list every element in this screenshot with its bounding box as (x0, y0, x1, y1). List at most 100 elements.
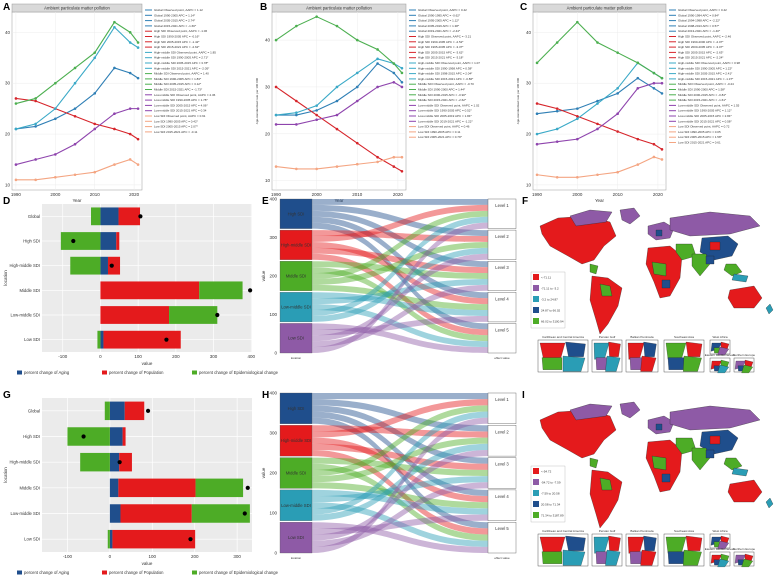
data-point (616, 112, 619, 116)
inset-region (643, 535, 657, 551)
legend-label: Global 2005-2019 APC = 1.38* (418, 24, 460, 28)
inset-title: Northern Europe (733, 547, 756, 551)
source-node (279, 392, 313, 424)
legend-label: Middle SDI 1990-2000 APC = 1.58* (678, 88, 726, 92)
sankey-flow (312, 210, 488, 279)
source-node (279, 198, 313, 229)
total-dot (117, 460, 122, 465)
data-point (355, 99, 359, 103)
sankey-flow (312, 216, 488, 316)
inset-title: Balkan Peninsula (630, 529, 654, 533)
target-label: Level 1 (495, 203, 509, 208)
category-label: High-middle SDI (10, 460, 41, 465)
category-label: Low-middle SDI (10, 511, 40, 516)
inset-title: Persian Gulf (599, 529, 616, 533)
legend-label: High SDI 2005-2015 APC = -2.63* (678, 50, 724, 54)
panel-label: D (3, 196, 10, 207)
data-point (113, 20, 116, 24)
bar-segment (109, 401, 125, 421)
source-label: High-middle SDI (281, 242, 312, 247)
legend-key (533, 318, 539, 324)
source-node (279, 425, 313, 457)
x-axis-title: Year (595, 198, 605, 203)
source-label: Low-middle SDI (281, 503, 311, 508)
data-point (315, 113, 318, 117)
legend-label: 71.34 to 3187.89 (541, 514, 564, 518)
legend-label: High-middle SDI 2005-2015 APC = 3.78* (154, 61, 209, 65)
category-label: Middle SDI (20, 288, 40, 293)
legend-label: Low SDI 1990-2005 APC = 0.05 (678, 130, 721, 134)
total-dot (145, 408, 151, 413)
panel-label: E (262, 196, 269, 207)
data-point (113, 163, 116, 166)
country-region (675, 243, 697, 261)
legend-label: -71.11 to -3.2 (541, 287, 559, 291)
legend-label: High SDI 2000-2005 APC = -3.07* (678, 45, 724, 49)
legend-key (533, 501, 539, 507)
data-point (295, 99, 298, 103)
inset-region (562, 549, 586, 566)
data-point (54, 107, 57, 110)
category-label: High SDI (23, 239, 40, 244)
legend-label: High SDI Observed point, AAPC = -1.06 (154, 29, 207, 33)
country-region (723, 263, 743, 277)
y-tick-label: 30 (5, 81, 11, 86)
x-tick-label: 2020 (129, 192, 140, 197)
data-point (652, 81, 656, 85)
y-axis-title: Age-standardised rate per 100 000 (516, 77, 520, 124)
map-inset: Persian Gulf (591, 529, 623, 567)
sankey-flow (312, 222, 488, 330)
category-label: Global (28, 214, 40, 219)
x-tick-label: 2020 (393, 192, 404, 197)
sankey-flow (312, 304, 488, 348)
country-region (661, 473, 671, 483)
sankey-flow (312, 417, 488, 529)
sankey-flow (312, 292, 488, 316)
data-point (34, 97, 37, 100)
country-region (589, 457, 599, 469)
data-point (136, 46, 140, 49)
data-point (128, 71, 132, 75)
legend-label: Low SDI Observed point, AAPC = 0.72 (678, 125, 730, 129)
map-inset: Persian Gulf (591, 335, 623, 373)
inset-region (565, 341, 586, 357)
source-node (279, 323, 313, 354)
sankey-flow (312, 457, 488, 477)
bar-segment (100, 207, 119, 226)
chart-title: Ambient particulate matter pollution (306, 6, 372, 11)
data-point (392, 71, 396, 75)
bar-segment (100, 256, 108, 275)
data-point (376, 85, 379, 89)
bar-segment (67, 427, 110, 446)
source-label: Low SDI (288, 535, 304, 540)
legend-label: percent change of Aging (24, 570, 70, 575)
bar-segment (109, 478, 119, 498)
data-point (54, 117, 57, 121)
legend-label: -54.72 to -7.59 (541, 481, 561, 485)
data-point (14, 178, 18, 182)
data-point (392, 155, 396, 159)
sankey-flow (312, 411, 488, 497)
category-label: Low SDI (24, 337, 40, 342)
legend-key (102, 570, 107, 575)
y-tick-label: 100 (269, 312, 277, 317)
country-region (731, 273, 749, 283)
total-dot (81, 434, 86, 439)
legend: Global Observed point, AAPC = 0.42Global… (669, 8, 740, 145)
legend-label: High SDI Observed point, AAPC = -2.46 (678, 35, 731, 39)
data-point (93, 56, 97, 60)
map-inset: Southeast Asia (663, 529, 705, 567)
panel-label: B (260, 2, 267, 13)
country-region (669, 211, 761, 237)
country-region (569, 403, 613, 421)
legend-label: Low SDI 2005-2015 APC = 1.58* (678, 135, 723, 139)
legend-label: Low-middle SDI 2015-2021 APC = 0.58* (678, 119, 732, 123)
world-map-F: <-71.11 -71.11 to -3.2 -3.2 to 24.87 24.87 … (530, 207, 774, 374)
legend-label: percent change of Epidemiological change (199, 570, 279, 575)
panel-label: G (3, 390, 11, 401)
x-tick-label: 2010 (90, 192, 101, 197)
source-node (279, 261, 313, 291)
x-tick-label: 2010 (352, 192, 363, 197)
legend-label: Low SDI 2005-2015 APC = 2.07* (154, 125, 199, 129)
bar-segment (119, 452, 132, 472)
